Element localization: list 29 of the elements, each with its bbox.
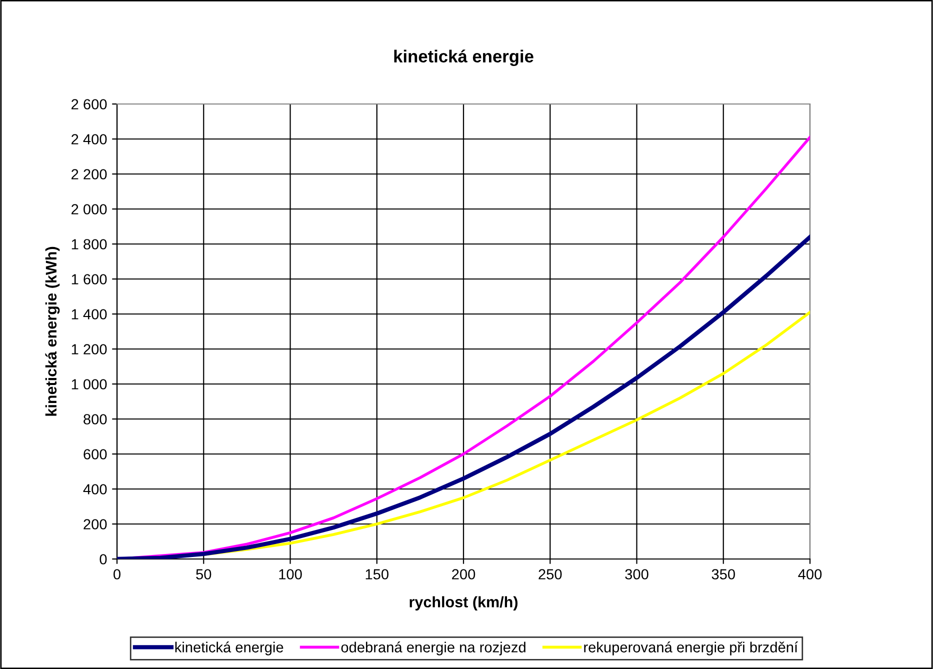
x-tick-label: 100 (279, 569, 302, 580)
y-tick-label: 2 600 (72, 99, 107, 110)
x-tick-label: 350 (712, 569, 735, 580)
x-axis-title: rychlost (km/h) (410, 596, 518, 610)
y-tick-label: 1 800 (72, 239, 107, 250)
y-tick-label: 1 600 (72, 274, 107, 284)
x-tick-label: 50 (196, 569, 212, 580)
x-tick-label: 400 (798, 569, 822, 580)
y-tick-label: 800 (84, 414, 107, 424)
x-tick-label: 0 (114, 569, 120, 580)
y-tick-label: 1 200 (72, 344, 107, 354)
y-tick-label: 200 (84, 519, 107, 530)
y-tick-label: 2 200 (72, 169, 107, 180)
y-tick-label: 2 000 (72, 204, 107, 214)
x-tick-label: 250 (538, 569, 562, 580)
y-axis-title: kinetická energie (kWh) (45, 246, 60, 416)
x-tick-label: 200 (452, 569, 476, 580)
x-tick-label: 300 (625, 569, 648, 580)
y-tick-label: 1 400 (72, 309, 107, 320)
chart-title: kinetická energie (394, 50, 534, 66)
legend-label: rekuperovaná energie při brzdění (584, 642, 798, 656)
y-tick-label: 1 000 (72, 379, 107, 390)
x-tick-label: 150 (366, 569, 388, 580)
legend-label: odebraná energie na rozjezd (341, 642, 526, 656)
y-tick-label: 600 (84, 449, 107, 460)
y-tick-label: 400 (83, 484, 107, 494)
y-tick-label: 0 (100, 554, 107, 564)
legend-label: kinetická energie (175, 642, 284, 656)
y-tick-label: 2 400 (72, 134, 107, 144)
